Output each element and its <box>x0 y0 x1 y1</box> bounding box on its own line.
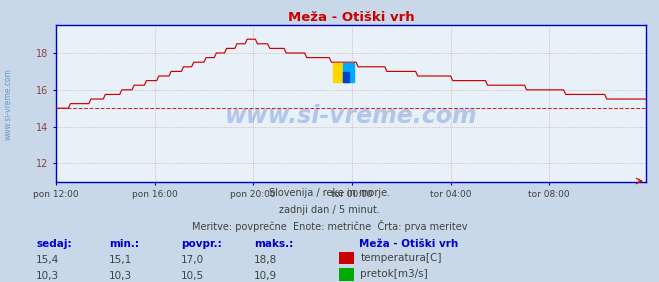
Bar <box>333 63 343 82</box>
Text: sedaj:: sedaj: <box>36 239 72 249</box>
Text: 10,3: 10,3 <box>109 271 132 281</box>
Text: Meža - Otiški vrh: Meža - Otiški vrh <box>359 239 459 249</box>
Text: 15,1: 15,1 <box>109 255 132 265</box>
Text: temperatura[C]: temperatura[C] <box>360 253 442 263</box>
Bar <box>343 63 354 82</box>
Text: 17,0: 17,0 <box>181 255 204 265</box>
Title: Meža - Otiški vrh: Meža - Otiški vrh <box>287 11 415 24</box>
Text: 10,9: 10,9 <box>254 271 277 281</box>
Text: 10,3: 10,3 <box>36 271 59 281</box>
Text: pretok[m3/s]: pretok[m3/s] <box>360 269 428 279</box>
Text: 15,4: 15,4 <box>36 255 59 265</box>
Text: Slovenija / reke in morje.: Slovenija / reke in morje. <box>269 188 390 198</box>
Text: www.si-vreme.com: www.si-vreme.com <box>225 104 477 128</box>
Text: www.si-vreme.com: www.si-vreme.com <box>4 69 13 140</box>
Text: min.:: min.: <box>109 239 139 249</box>
Text: zadnji dan / 5 minut.: zadnji dan / 5 minut. <box>279 205 380 215</box>
Text: 18,8: 18,8 <box>254 255 277 265</box>
Text: maks.:: maks.: <box>254 239 293 249</box>
Text: Meritve: povprečne  Enote: metrične  Črta: prva meritev: Meritve: povprečne Enote: metrične Črta:… <box>192 220 467 232</box>
Text: povpr.:: povpr.: <box>181 239 222 249</box>
Bar <box>343 72 349 82</box>
Text: 10,5: 10,5 <box>181 271 204 281</box>
